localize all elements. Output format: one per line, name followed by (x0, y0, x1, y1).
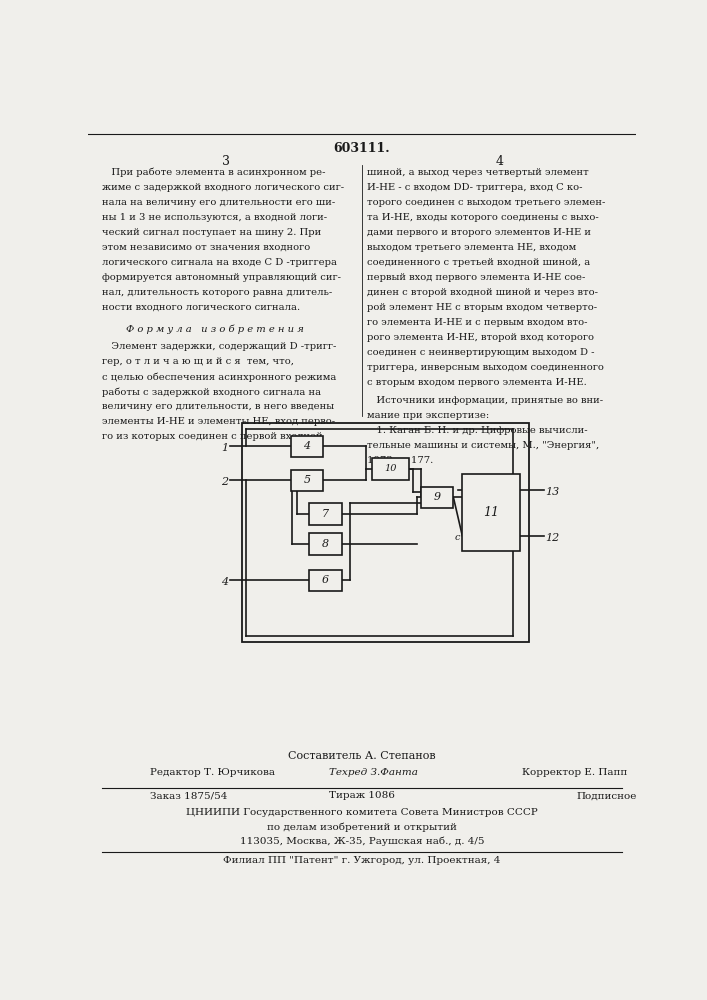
Text: первый вход первого элемента И-НЕ сое-: первый вход первого элемента И-НЕ сое- (368, 273, 586, 282)
Text: 2: 2 (221, 477, 228, 487)
Text: нал, длительность которого равна длитель-: нал, длительность которого равна длитель… (103, 288, 332, 297)
Bar (291, 470, 323, 491)
Text: рой элемент НЕ с вторым входом четверто-: рой элемент НЕ с вторым входом четверто- (368, 303, 597, 312)
Text: Подписное: Подписное (577, 791, 637, 800)
Bar (309, 533, 341, 555)
Text: соединенного с третьей входной шиной, а: соединенного с третьей входной шиной, а (368, 258, 590, 267)
Text: 10: 10 (385, 464, 397, 473)
Text: 1973, с. 177.: 1973, с. 177. (368, 456, 433, 465)
Text: логического сигнала на входе С D -триггера: логического сигнала на входе С D -тригге… (103, 258, 337, 267)
Text: 603111.: 603111. (334, 142, 390, 155)
Text: го элемента И-НЕ и с первым входом вто-: го элемента И-НЕ и с первым входом вто- (368, 318, 588, 327)
Text: c: c (455, 533, 460, 542)
Text: мание при экспертизе:: мание при экспертизе: (368, 411, 490, 420)
Text: 6: 6 (322, 575, 329, 585)
Text: рого элемента И-НЕ, второй вход которого: рого элемента И-НЕ, второй вход которого (368, 333, 595, 342)
Text: 3: 3 (221, 155, 230, 168)
Text: Редактор Т. Юрчикова: Редактор Т. Юрчикова (151, 768, 275, 777)
Text: шиной, а выход через четвертый элемент: шиной, а выход через четвертый элемент (368, 168, 589, 177)
Text: ческий сигнал поступает на шину 2. При: ческий сигнал поступает на шину 2. При (103, 228, 322, 237)
Text: по делам изобретений и открытий: по делам изобретений и открытий (267, 822, 457, 832)
Text: 13: 13 (546, 487, 560, 497)
Text: этом независимо от значения входного: этом независимо от значения входного (103, 243, 310, 252)
Bar (242, 423, 529, 642)
Text: Заказ 1875/54: Заказ 1875/54 (151, 791, 228, 800)
Text: 8: 8 (322, 539, 329, 549)
Text: с вторым входом первого элемента И-НЕ.: с вторым входом первого элемента И-НЕ. (368, 378, 587, 387)
Text: Источники информации, принятые во вни-: Источники информации, принятые во вни- (368, 396, 604, 405)
Text: ны 1 и 3 не используются, а входной логи-: ны 1 и 3 не используются, а входной логи… (103, 213, 327, 222)
Text: Корректор Е. Папп: Корректор Е. Папп (522, 768, 628, 777)
Text: Тираж 1086: Тираж 1086 (329, 791, 395, 800)
Text: 9: 9 (433, 492, 440, 502)
Text: триггера, инверсным выходом соединенного: триггера, инверсным выходом соединенного (368, 363, 604, 372)
Text: работы с задержкой входного сигнала на: работы с задержкой входного сигнала на (103, 387, 322, 397)
Text: та И-НЕ, входы которого соединены с выхо-: та И-НЕ, входы которого соединены с выхо… (368, 213, 599, 222)
Text: го из которых соединен с первой входной: го из которых соединен с первой входной (103, 432, 323, 441)
Text: дами первого и второго элементов И-НЕ и: дами первого и второго элементов И-НЕ и (368, 228, 591, 237)
Text: И-НЕ - с входом DD- триггера, вход C ко-: И-НЕ - с входом DD- триггера, вход C ко- (368, 183, 583, 192)
Text: Ф о р м у л а   и з о б р е т е н и я: Ф о р м у л а и з о б р е т е н и я (126, 324, 303, 334)
Text: 5: 5 (303, 475, 310, 485)
Text: Техред З.Фанта: Техред З.Фанта (329, 768, 418, 777)
Bar (291, 436, 323, 457)
Text: 7: 7 (322, 509, 329, 519)
Text: 4: 4 (303, 441, 310, 451)
Text: с целью обеспечения асинхронного режима: с целью обеспечения асинхронного режима (103, 372, 337, 382)
Text: динен с второй входной шиной и через вто-: динен с второй входной шиной и через вто… (368, 288, 598, 297)
Text: формируется автономный управляющий сиг-: формируется автономный управляющий сиг- (103, 273, 341, 282)
Text: Составитель А. Степанов: Составитель А. Степанов (288, 751, 436, 761)
Text: 113035, Москва, Ж-35, Раушская наб., д. 4/5: 113035, Москва, Ж-35, Раушская наб., д. … (240, 836, 484, 846)
Text: 4: 4 (495, 155, 503, 168)
Text: Элемент задержки, содержащий D -тригг-: Элемент задержки, содержащий D -тригг- (103, 342, 337, 351)
Bar (462, 474, 520, 551)
Text: 11: 11 (484, 506, 499, 519)
Text: 1. Каган Б. Н. и др. Цифровые вычисли-: 1. Каган Б. Н. и др. Цифровые вычисли- (368, 426, 588, 435)
Text: элементы И-НЕ и элементы НЕ, вход перво-: элементы И-НЕ и элементы НЕ, вход перво- (103, 417, 335, 426)
Text: 12: 12 (546, 533, 560, 543)
Bar (372, 458, 409, 480)
Text: торого соединен с выходом третьего элемен-: торого соединен с выходом третьего элеме… (368, 198, 606, 207)
Text: нала на величину его длительности его ши-: нала на величину его длительности его ши… (103, 198, 336, 207)
Text: величину его длительности, в него введены: величину его длительности, в него введен… (103, 402, 334, 411)
Text: гер, о т л и ч а ю щ и й с я  тем, что,: гер, о т л и ч а ю щ и й с я тем, что, (103, 357, 294, 366)
Text: соединен с неинвертирующим выходом D -: соединен с неинвертирующим выходом D - (368, 348, 595, 357)
Bar (309, 503, 341, 525)
Bar (309, 570, 341, 591)
Text: 1: 1 (221, 443, 228, 453)
Text: ЦНИИПИ Государственного комитета Совета Министров СССР: ЦНИИПИ Государственного комитета Совета … (186, 808, 538, 817)
Text: При работе элемента в асинхронном ре-: При работе элемента в асинхронном ре- (103, 168, 326, 177)
Text: ности входного логического сигнала.: ности входного логического сигнала. (103, 303, 300, 312)
Text: Филиал ПП "Патент" г. Ужгород, ул. Проектная, 4: Филиал ПП "Патент" г. Ужгород, ул. Проек… (223, 856, 501, 865)
Text: выходом третьего элемента НЕ, входом: выходом третьего элемента НЕ, входом (368, 243, 577, 252)
Bar (421, 487, 453, 508)
Text: жиме с задержкой входного логического сиг-: жиме с задержкой входного логического си… (103, 183, 344, 192)
Text: тельные машины и системы, М., "Энергия",: тельные машины и системы, М., "Энергия", (368, 441, 600, 450)
Text: 4: 4 (221, 577, 228, 587)
